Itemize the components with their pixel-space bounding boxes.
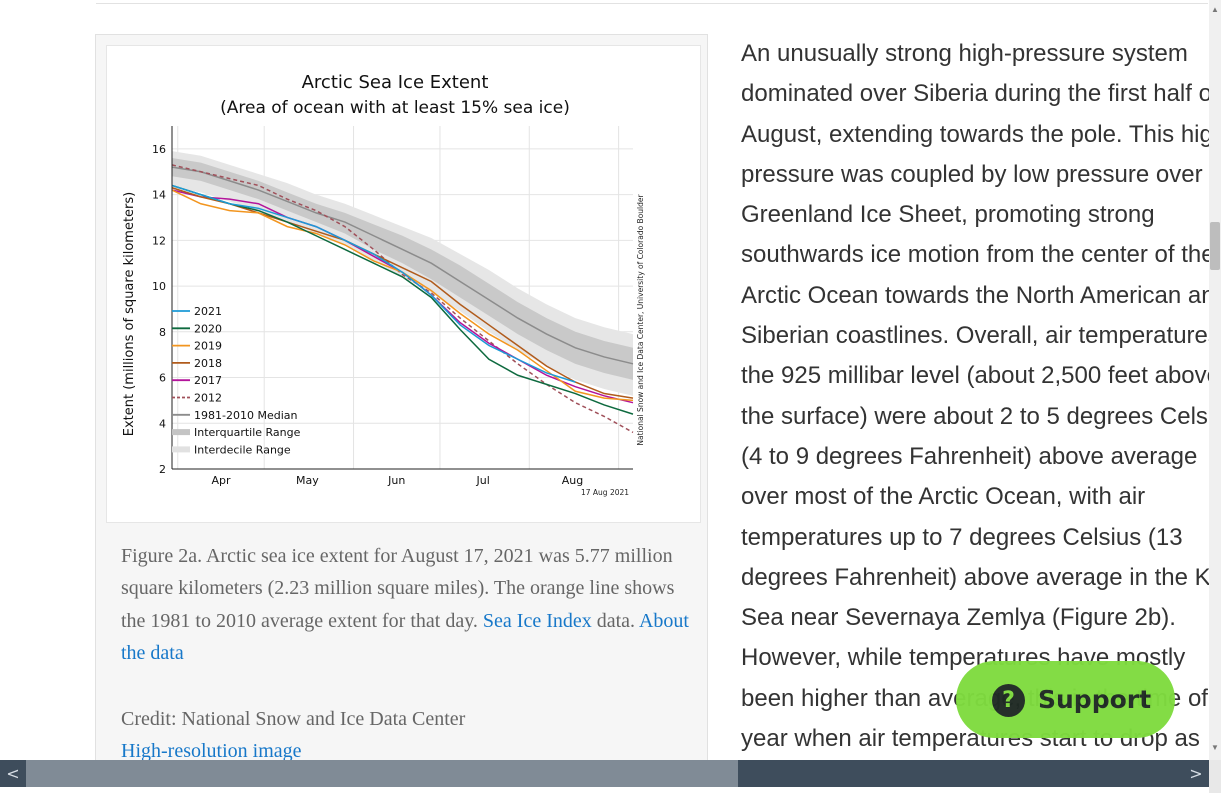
- y-tick-label: 6: [159, 372, 166, 385]
- y-tick-label: 4: [159, 417, 166, 430]
- article-line: over most of the Arctic Ocean, with air: [741, 483, 1146, 511]
- scroll-down-icon[interactable]: ▼: [1211, 743, 1219, 752]
- figure-caption: Figure 2a. Arctic sea ice extent for Aug…: [121, 540, 699, 669]
- credit-text: Credit: National Snow and Ice Data Cente…: [121, 708, 466, 730]
- source-note: National Snow and Ice Data Center, Unive…: [636, 194, 645, 446]
- y-axis-label: Extent (millions of square kilometers): [122, 192, 137, 437]
- sea-ice-chart-svg: Arctic Sea Ice Extent (Area of ocean wit…: [122, 72, 645, 497]
- x-tick-label: Jul: [476, 474, 490, 487]
- article-line: Greenland Ice Sheet, promoting strong: [741, 201, 1155, 229]
- legend-swatch: [172, 446, 190, 453]
- support-button[interactable]: ? Support: [956, 661, 1175, 738]
- chart-title: Arctic Sea Ice Extent: [302, 72, 489, 93]
- legend-label: 2012: [194, 392, 222, 405]
- series-line-2018: [171, 187, 634, 399]
- vertical-scrollbar[interactable]: ▲ ▼: [1209, 0, 1221, 760]
- top-divider: [96, 3, 1208, 4]
- series-line-2012: [171, 164, 634, 434]
- vertical-scroll-thumb[interactable]: [1210, 222, 1220, 270]
- chart-bands: [172, 151, 633, 396]
- legend-label: 2021: [194, 305, 222, 318]
- chart-subtitle: (Area of ocean with at least 15% sea ice…: [220, 98, 570, 118]
- article-line: August, extending towards the pole. This…: [741, 120, 1221, 148]
- scroll-up-icon[interactable]: ▲: [1211, 5, 1219, 14]
- y-tick-label: 16: [152, 143, 166, 156]
- y-tick-label: 8: [159, 326, 166, 339]
- scrollbar-corner: [1209, 760, 1221, 793]
- legend-label: Interdecile Range: [194, 443, 291, 456]
- caption-text: Figure 2a. Arctic sea ice extent for Aug…: [121, 545, 675, 632]
- x-tick-label: Aug: [562, 474, 583, 487]
- sea-ice-index-link[interactable]: Sea Ice Index: [482, 609, 592, 632]
- support-label: Support: [1038, 685, 1152, 714]
- article-body: An unusually strong high-pressure system…: [741, 34, 1221, 760]
- y-tick-label: 14: [152, 189, 166, 202]
- legend-label: 1981-2010 Median: [194, 409, 297, 422]
- figure-panel: Arctic Sea Ice Extent (Area of ocean wit…: [95, 34, 708, 774]
- article-line: Arctic Ocean towards the North American …: [741, 281, 1221, 309]
- sea-ice-chart[interactable]: Arctic Sea Ice Extent (Area of ocean wit…: [115, 54, 692, 516]
- legend-label: 2018: [194, 357, 222, 370]
- date-stamp: 17 Aug 2021: [581, 488, 629, 497]
- horizontal-scrollbar[interactable]: < >: [0, 760, 1209, 787]
- horizontal-scroll-thumb[interactable]: [26, 760, 738, 787]
- article-line: the surface) were about 2 to 5 degrees C…: [741, 402, 1221, 430]
- legend-label: 2017: [194, 374, 222, 387]
- article-line: dominated over Siberia during the first …: [741, 80, 1219, 108]
- article-line: southwards ice motion from the center of…: [741, 241, 1215, 269]
- y-tick-label: 10: [152, 280, 166, 293]
- chart-legend: 2021 2020 2019 2018 2017 2012 1981-2010 Median…: [172, 305, 301, 456]
- chart-axes: 2 4 6 8 10 12 14 16 Apr May Jun Jul Aug: [152, 126, 633, 487]
- interdecile-band: [172, 151, 633, 396]
- x-tick-label: May: [296, 474, 319, 487]
- high-resolution-image-link[interactable]: High-resolution image: [121, 740, 302, 762]
- legend-label: Interquartile Range: [194, 426, 301, 439]
- scroll-left-icon[interactable]: <: [6, 764, 20, 783]
- article-line: temperatures up to 7 degrees Celsius (13: [741, 523, 1183, 551]
- legend-label: 2019: [194, 340, 222, 353]
- interquartile-band: [172, 158, 633, 380]
- figure-credit: Credit: National Snow and Ice Data Cente…: [121, 703, 699, 767]
- chart-lines: [171, 164, 634, 434]
- caption-text-2: data.: [591, 609, 639, 632]
- article-line: Siberian coastlines. Overall, air temper…: [741, 322, 1221, 350]
- article-line: Sea near Severnaya Zemlya (Figure 2b).: [741, 604, 1176, 632]
- series-line-2020: [171, 184, 634, 415]
- legend-label: 2020: [194, 322, 222, 335]
- about-the-data-link[interactable]: About the data: [121, 609, 689, 664]
- series-line-2021: [171, 184, 576, 383]
- article-line: (4 to 9 degrees Fahrenheit) above averag…: [741, 442, 1198, 470]
- article-line: pressure was coupled by low pressure ove…: [741, 160, 1221, 188]
- y-tick-label: 2: [159, 463, 166, 476]
- legend-swatch: [172, 429, 190, 436]
- article-line: degrees Fahrenheit) above average in the…: [741, 563, 1221, 591]
- scroll-right-icon[interactable]: >: [1189, 764, 1203, 783]
- median-line: [171, 166, 634, 365]
- article-line: An unusually strong high-pressure system: [741, 40, 1188, 67]
- article-line: the 925 millibar level (about 2,500 feet…: [741, 362, 1220, 390]
- x-tick-label: Apr: [211, 474, 231, 487]
- bottom-strip: [0, 787, 1209, 793]
- figure-image-frame: Arctic Sea Ice Extent (Area of ocean wit…: [106, 45, 701, 523]
- y-tick-label: 12: [152, 234, 166, 247]
- x-tick-label: Jun: [387, 474, 405, 487]
- question-icon: ?: [992, 684, 1025, 717]
